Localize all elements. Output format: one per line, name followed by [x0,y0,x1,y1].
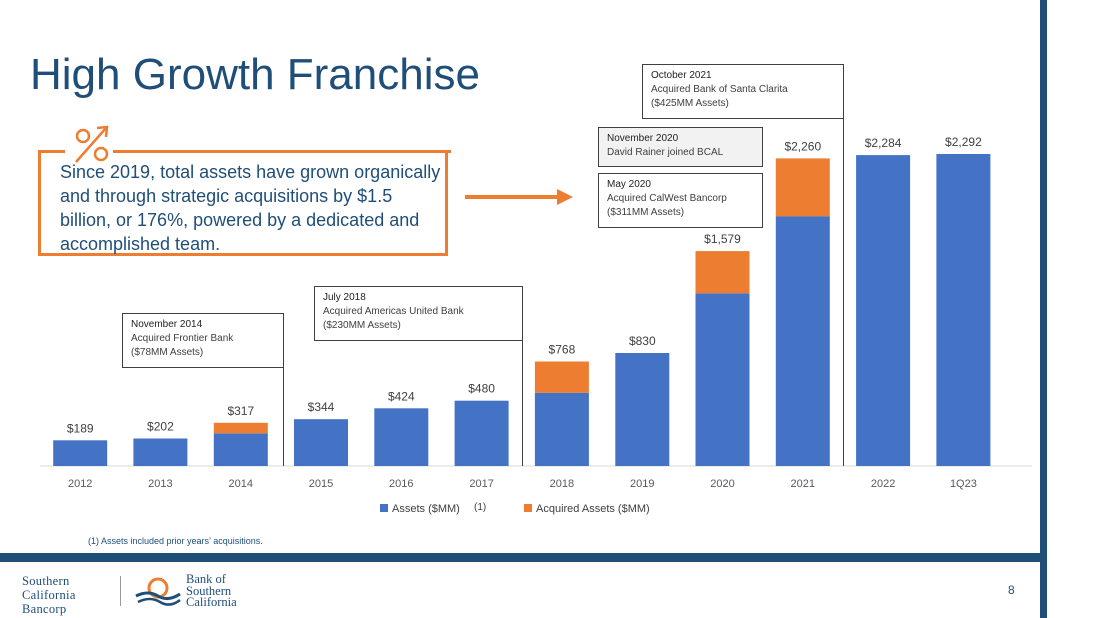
bar-assets-1Q23 [936,154,991,466]
annotation-line: Acquired CalWest Bancorp [607,193,727,204]
logo-divider [120,576,121,606]
southern-california-bancorp-logo: Southern California Bancorp [22,574,76,616]
x-tick-2015: 2015 [309,478,333,490]
bar-assets-2019 [615,353,670,466]
assets-chart: $189 $202 $317 $344 $424 $480 $768 $830 $1,579 $2… [40,135,1032,515]
data-label-2013: $202 [147,420,174,434]
connector-nov2014 [283,368,284,466]
percent-icon [75,125,109,163]
bar-assets-2016 [374,408,429,466]
annotation-date: November 2014 [131,319,203,330]
right-arrow-icon [465,189,573,205]
bar-assets-2018 [534,392,589,466]
footnote: (1) Assets included prior years’ acquisi… [88,536,263,546]
annotation-oct-2021: October 2021 Acquired Bank of Santa Clar… [642,64,844,119]
bar-assets-2013 [133,438,188,466]
annotation-nov-2020: November 2020 David Rainer joined BCAL [598,127,763,167]
annotation-may-2020: May 2020 Acquired CalWest Bancorp ($311M… [598,173,763,228]
connector-oct2021 [843,118,844,466]
data-label-2019: $830 [629,334,656,348]
bar-assets-2014 [213,433,268,466]
bar-acquired-2020 [695,251,750,294]
bar-assets-2020 [695,293,750,466]
x-tick-2021: 2021 [791,478,815,490]
annotation-line: David Rainer joined BCAL [607,147,724,158]
bar-assets-2022 [856,155,911,466]
bar-assets-2015 [294,419,348,466]
logo-text: California [186,595,237,609]
legend-label-assets: Assets ($MM) [392,503,460,515]
x-tick-2016: 2016 [389,478,413,490]
callout-box [38,150,448,256]
legend-swatch-acquired [524,504,532,512]
callout-border-left [38,150,65,153]
x-tick-2012: 2012 [68,478,92,490]
data-label-2016: $424 [388,389,415,403]
logo-text: California [22,588,76,602]
bar-assets-2012 [53,440,108,466]
annotation-nov-2014: November 2014 Acquired Frontier Bank ($7… [122,313,284,368]
callout-text: Since 2019, total assets have grown orga… [60,162,441,254]
x-tick-1Q23: 1Q23 [950,478,977,490]
bar-assets-2021 [775,216,830,466]
bar-assets-2017 [454,400,509,466]
bar-acquired-2014 [213,422,268,434]
annotation-line: ($230MM Assets) [323,320,401,331]
bank-of-southern-california-logo: Bank of Southern California [186,572,237,609]
data-label-1Q23: $2,292 [945,135,982,149]
x-tick-2020: 2020 [710,478,734,490]
data-label-2015: $344 [308,400,335,414]
chart-legend: Assets ($MM) (1) Acquired Assets ($MM) [380,502,650,515]
x-tick-2019: 2019 [630,478,654,490]
connector-jul2018 [522,340,523,466]
annotation-line: Acquired Frontier Bank [131,333,234,344]
annotation-date: October 2021 [651,70,712,81]
annotation-line: ($78MM Assets) [131,347,204,358]
annotation-jul-2018: July 2018 Acquired Americas United Bank … [314,286,523,341]
x-tick-2018: 2018 [550,478,574,490]
data-label-2018: $768 [549,343,576,357]
bar-acquired-2021 [775,158,830,217]
data-label-2012: $189 [67,421,94,435]
x-tick-2013: 2013 [148,478,172,490]
data-label-2021: $2,260 [784,139,821,153]
bar-acquired-2018 [534,361,589,393]
legend-swatch-assets [380,504,388,512]
data-label-2022: $2,284 [865,136,902,150]
x-tick-2014: 2014 [229,478,253,490]
annotation-line: ($425MM Assets) [651,98,729,109]
annotation-line: ($311MM Assets) [607,207,685,218]
data-label-2014: $317 [227,404,254,418]
annotation-date: May 2020 [607,179,651,190]
logo-text: Bancorp [22,602,67,616]
annotation-line: Acquired Bank of Santa Clarita [651,84,788,95]
legend-label-acquired: Acquired Assets ($MM) [536,503,650,515]
annotation-line: Acquired Americas United Bank [323,306,464,317]
data-label-2020: $1,579 [704,232,741,246]
footer-band [0,553,1040,562]
logo-text: Southern [22,574,70,588]
page-number: 8 [1008,583,1015,597]
bank-sun-wave-icon [135,577,181,606]
logo-text: Southern [186,583,232,598]
legend-note: (1) [474,502,486,513]
page-title: High Growth Franchise [30,50,480,99]
logo-text: Bank of [186,572,226,586]
right-accent-bar [1040,0,1047,618]
annotation-date: November 2020 [607,133,679,144]
callout-border-right [113,150,451,153]
data-label-2017: $480 [468,382,495,396]
x-tick-2022: 2022 [871,478,895,490]
x-tick-2017: 2017 [469,478,493,490]
annotation-date: July 2018 [323,292,366,303]
